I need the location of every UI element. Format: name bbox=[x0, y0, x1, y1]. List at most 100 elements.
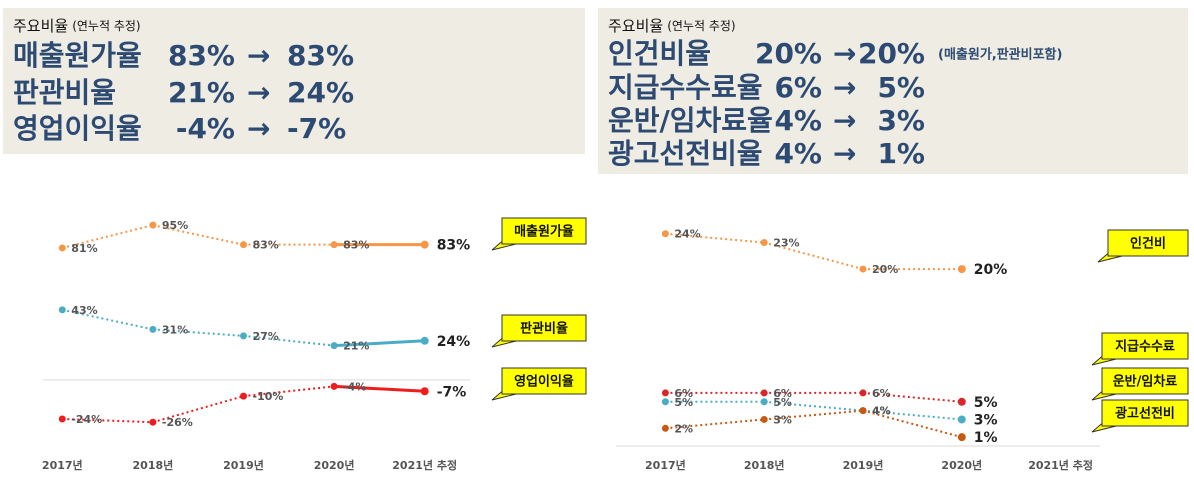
point bbox=[240, 241, 247, 249]
point bbox=[957, 265, 966, 274]
point bbox=[420, 387, 429, 396]
x-tick-label: 2018년 bbox=[133, 458, 174, 472]
point bbox=[760, 398, 768, 406]
data-label: 81% bbox=[71, 242, 97, 255]
point bbox=[420, 336, 429, 345]
row-to: 20% bbox=[858, 37, 925, 70]
point bbox=[58, 244, 66, 252]
point bbox=[661, 389, 669, 397]
data-label: 5% bbox=[974, 395, 998, 411]
row-to: -7% bbox=[287, 112, 346, 145]
row-from: 4% bbox=[774, 137, 822, 170]
series-segment bbox=[334, 339, 425, 348]
data-label: 2% bbox=[674, 422, 693, 435]
point bbox=[957, 433, 966, 442]
data-label: 20% bbox=[872, 263, 898, 276]
data-label: 4% bbox=[872, 405, 891, 418]
point bbox=[859, 407, 867, 415]
series-segment bbox=[862, 391, 962, 403]
legend-label: 광고선전비 bbox=[1115, 406, 1175, 422]
series-segment bbox=[243, 385, 335, 398]
point bbox=[149, 325, 157, 333]
row-to: 5% bbox=[877, 71, 925, 104]
summary-box bbox=[598, 8, 1188, 174]
tail-cover bbox=[504, 236, 516, 243]
row-from: 21% bbox=[168, 76, 235, 109]
row-to: 24% bbox=[287, 76, 354, 109]
data-label: 4% bbox=[872, 405, 891, 418]
point bbox=[760, 389, 768, 397]
series-segment bbox=[665, 232, 765, 244]
legend-callout bbox=[1101, 332, 1189, 360]
legend-label: 인건비 bbox=[1130, 236, 1166, 252]
point bbox=[240, 332, 247, 340]
x-tick-label: 2017년 bbox=[645, 458, 686, 472]
row-to: 3% bbox=[877, 104, 925, 137]
row-to: 83% bbox=[287, 39, 354, 72]
point bbox=[661, 424, 669, 432]
tail-cover bbox=[504, 386, 516, 393]
data-label: 3% bbox=[773, 413, 792, 426]
point bbox=[420, 240, 429, 249]
row-label: 판관비율 bbox=[13, 76, 116, 109]
data-label: 27% bbox=[253, 330, 279, 343]
row-arrow: → bbox=[247, 112, 270, 145]
point bbox=[760, 415, 768, 423]
point bbox=[58, 306, 66, 314]
x-tick-label: 2020년 bbox=[314, 458, 355, 472]
data-label: -26% bbox=[162, 416, 193, 429]
row-label: 영업이익율 bbox=[13, 112, 142, 145]
data-label: 24% bbox=[674, 228, 700, 241]
point bbox=[149, 418, 157, 426]
data-label: 83% bbox=[343, 239, 369, 252]
legend-callout bbox=[1101, 399, 1189, 427]
point bbox=[330, 342, 338, 350]
data-label: 31% bbox=[162, 323, 188, 336]
data-label: 21% bbox=[343, 340, 369, 353]
legend-label: 지급수수료 bbox=[1115, 340, 1175, 355]
row-label: 광고선전비율 bbox=[608, 137, 763, 170]
series-segment bbox=[243, 334, 335, 347]
series-segment bbox=[665, 418, 765, 430]
data-label: 83% bbox=[437, 238, 471, 254]
summary-title-text: 주요비율 bbox=[13, 17, 68, 35]
data-label: 20% bbox=[974, 262, 1008, 278]
row-label: 운반/임차료율 bbox=[608, 104, 773, 137]
tail-cover bbox=[1104, 418, 1116, 425]
data-label: -10% bbox=[253, 390, 284, 403]
point bbox=[330, 241, 338, 249]
series-segment bbox=[764, 400, 864, 412]
tail-cover bbox=[1110, 248, 1122, 255]
legend-label: 매출원가율 bbox=[514, 224, 574, 240]
data-label: 5% bbox=[773, 396, 792, 409]
series-segment bbox=[62, 308, 154, 331]
x-tick-label: 2019년 bbox=[843, 458, 884, 472]
legend-callout bbox=[1101, 367, 1189, 395]
data-label: 5% bbox=[674, 396, 693, 409]
data-label: -4% bbox=[343, 380, 366, 393]
x-tick-label: 2021년 추정 bbox=[392, 458, 457, 472]
point bbox=[661, 398, 669, 406]
x-tick-label: 2020년 bbox=[941, 458, 982, 472]
point bbox=[957, 397, 966, 406]
data-label: 24% bbox=[437, 334, 471, 350]
x-tick-label: 2019년 bbox=[223, 458, 264, 472]
row-to: 1% bbox=[877, 137, 925, 170]
summary-box bbox=[3, 8, 585, 154]
data-label: 6% bbox=[773, 387, 792, 400]
x-tick-label: 2017년 bbox=[42, 458, 83, 472]
row-label: 매출원가율 bbox=[13, 39, 142, 72]
summary-subtitle: (연누적 추정) bbox=[72, 19, 140, 33]
point bbox=[859, 389, 867, 397]
series-segment bbox=[152, 395, 244, 424]
series-segment bbox=[152, 224, 244, 246]
point bbox=[661, 230, 669, 238]
series-segment bbox=[763, 241, 864, 271]
point bbox=[58, 415, 66, 423]
data-label: 95% bbox=[162, 219, 188, 232]
legend-label: 판관비율 bbox=[520, 321, 568, 337]
data-label: -24% bbox=[71, 413, 102, 426]
data-label: 6% bbox=[872, 387, 891, 400]
data-label: 23% bbox=[773, 237, 799, 250]
series-segment bbox=[152, 328, 244, 337]
